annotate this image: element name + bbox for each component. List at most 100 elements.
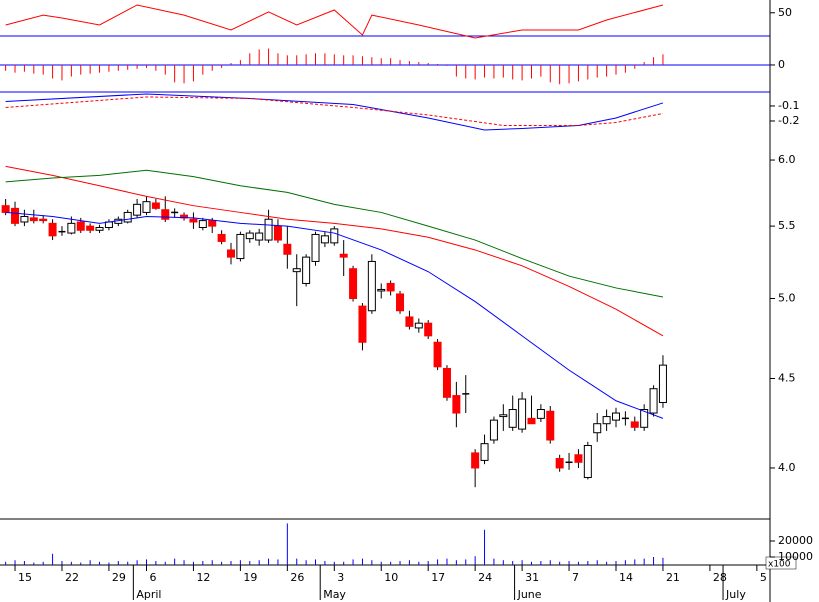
y-tick-label: 6.0 [778, 153, 796, 166]
candle-body [630, 421, 639, 428]
candle-body [264, 218, 273, 241]
x-tick-label: 29 [112, 571, 126, 584]
x-tick-label: 26 [290, 571, 304, 584]
y-tick-label: 4.0 [778, 461, 796, 474]
month-label: July [725, 588, 746, 601]
x-tick-label: 12 [196, 571, 210, 584]
y-tick-label: 5.5 [778, 219, 796, 232]
month-label: May [323, 588, 346, 601]
y-tick-label: 20000 [778, 534, 813, 547]
line-series [5, 4, 664, 39]
candle-body [142, 201, 151, 213]
candle-body [339, 253, 348, 258]
y-tick-label: 50 [778, 6, 792, 19]
candle-body [602, 416, 611, 425]
candle-body [1, 205, 10, 213]
candle-body [358, 305, 367, 343]
unit-box [765, 556, 797, 570]
month-label: June [517, 588, 542, 601]
x-tick-label: 5 [760, 571, 767, 584]
x-tick-label: 3 [337, 571, 344, 584]
y-tick-label: 5.0 [778, 291, 796, 304]
candle-body [320, 235, 329, 244]
candle-body [433, 341, 442, 368]
candle-body [236, 233, 245, 260]
candle-body [574, 454, 583, 463]
candle-body [330, 228, 339, 244]
candle-body [255, 232, 264, 241]
candle-body [583, 445, 592, 479]
candle-body [658, 364, 667, 404]
candle-body [11, 207, 20, 224]
candle-body [396, 293, 405, 312]
candle-body [349, 268, 358, 299]
x-tick-label: 24 [478, 571, 492, 584]
x-tick-label: 31 [525, 571, 539, 584]
candle-body [292, 268, 301, 273]
candle-body [499, 414, 508, 418]
candle-body [95, 226, 104, 231]
candle-body [161, 209, 170, 220]
x-tick-label: 7 [572, 571, 579, 584]
x-tick-label: 17 [431, 571, 445, 584]
candle-body [480, 443, 489, 461]
candle-body [555, 458, 564, 469]
candle-body [227, 249, 235, 258]
candle-body [424, 322, 433, 337]
candle-body [302, 256, 311, 284]
candle-body [518, 398, 527, 430]
candle-body [189, 218, 198, 223]
candle-body [198, 220, 207, 228]
candle-body [123, 211, 132, 223]
candle-body [508, 409, 517, 428]
line-series [5, 165, 664, 337]
month-label: April [136, 588, 161, 601]
y-tick-label: -0.1 [778, 99, 799, 112]
candle-body [283, 243, 292, 255]
candle-body [151, 202, 160, 209]
y-tick-label: 4.5 [778, 372, 796, 385]
x-tick-label: 15 [18, 571, 32, 584]
candle-body [367, 260, 376, 312]
candle-body [311, 233, 320, 262]
candle-body [489, 419, 498, 441]
line-series [5, 169, 664, 298]
x-tick-label: 10 [384, 571, 398, 584]
candle-body [640, 409, 649, 428]
candle-body [273, 225, 282, 241]
candle-body [20, 216, 29, 223]
y-tick-label: -0.2 [778, 114, 799, 127]
candle-body [414, 322, 423, 329]
candle-body [471, 452, 480, 469]
candle-body [208, 220, 217, 227]
x-tick-label: 21 [666, 571, 680, 584]
x-tick-label: 6 [149, 571, 156, 584]
line-series [5, 93, 664, 131]
candle-body [649, 388, 658, 414]
x-tick-label: 14 [619, 571, 633, 584]
x-tick-label: 22 [65, 571, 79, 584]
candle-body [527, 417, 536, 425]
y-tick-label: 0 [778, 58, 785, 71]
candle-body [39, 218, 48, 222]
candle-body [76, 221, 85, 231]
candle-body [536, 409, 545, 419]
y-tick-label: 10000 [778, 550, 813, 563]
x-tick-label: 19 [243, 571, 257, 584]
candle-body [452, 395, 461, 414]
candle-body [86, 225, 95, 231]
candle-body [48, 222, 57, 237]
candle-body [245, 232, 254, 240]
candle-body [217, 233, 226, 242]
line-series [5, 211, 664, 419]
candle-body [133, 203, 142, 216]
candle-body [67, 222, 76, 234]
x-tick-label: 28 [713, 571, 727, 584]
candle-body [377, 288, 386, 292]
candle-body [442, 367, 451, 398]
line-series [5, 96, 664, 126]
candle-body [593, 423, 602, 434]
candle-body [405, 316, 414, 327]
candle-body [546, 410, 555, 441]
